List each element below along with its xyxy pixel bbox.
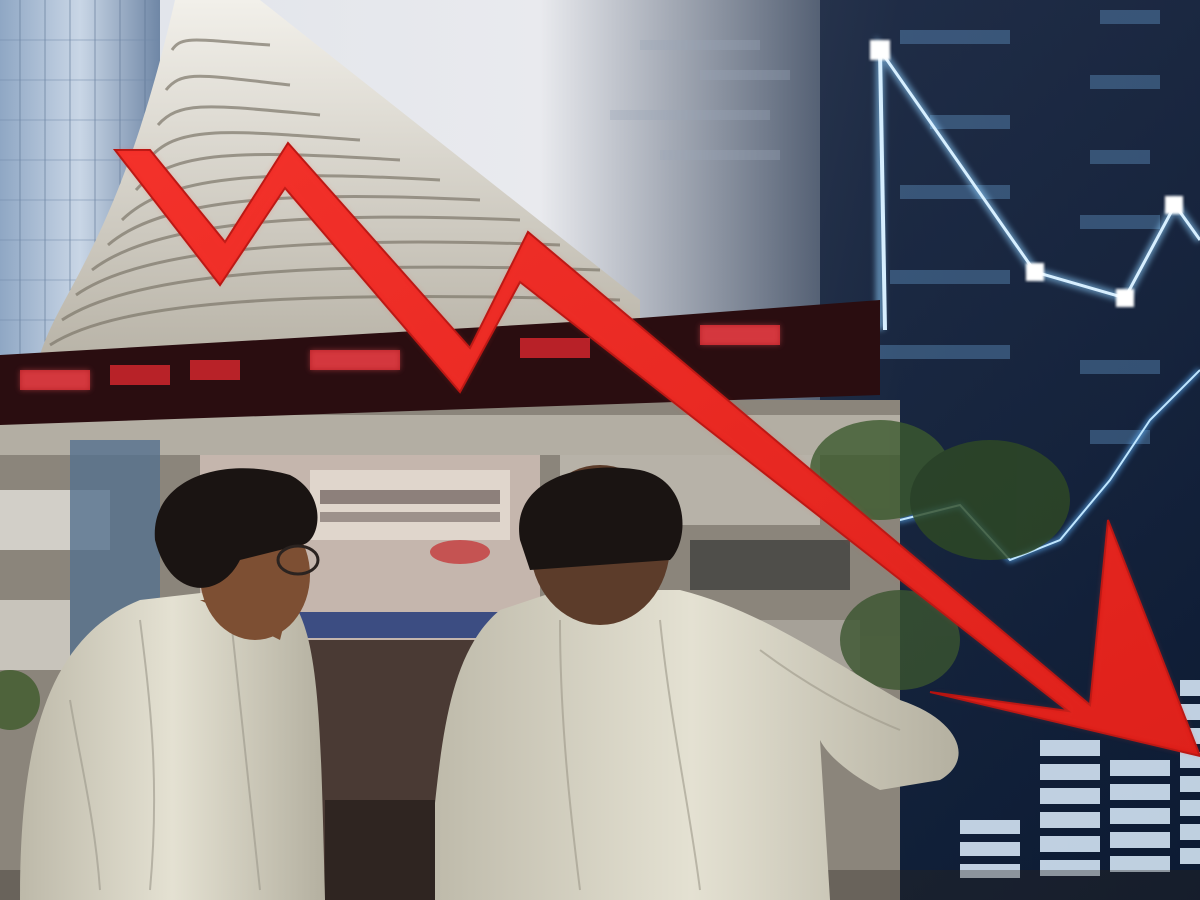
trees xyxy=(0,420,1070,730)
bar-chart-graphic xyxy=(960,680,1200,878)
man-left xyxy=(20,468,325,900)
arrow-down-trend-icon xyxy=(112,141,1200,758)
man-right xyxy=(425,465,959,900)
doorway-shadow xyxy=(325,800,435,900)
